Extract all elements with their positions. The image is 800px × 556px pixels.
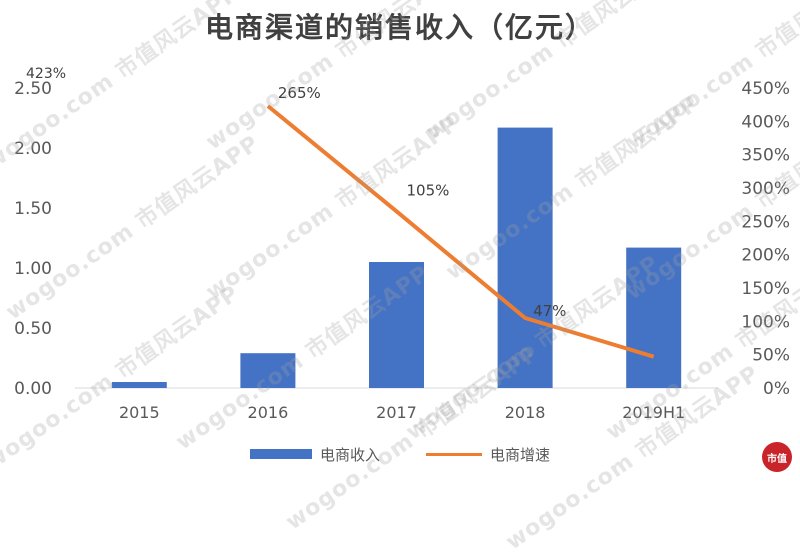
bar (626, 247, 682, 388)
right-tick-label: 400% (741, 112, 790, 132)
right-tick-label: 0% (763, 379, 790, 399)
growth-line (266, 104, 655, 359)
legend-label-line: 电商增速 (490, 445, 551, 464)
left-tick-label: 2.50 (14, 79, 52, 99)
category-label: 2015 (119, 403, 160, 422)
category-label: 2017 (376, 403, 417, 422)
right-axis-ticks: 0% 50% 100% 150% 200% 250% 300% 350% 400% 450% (741, 79, 790, 399)
bar (240, 353, 296, 388)
bar (369, 262, 424, 388)
category-label: 2016 (248, 403, 289, 422)
legend: 电商收入 电商增速 (0, 442, 800, 466)
legend-swatch-line (426, 452, 482, 456)
line-data-label: 105% (407, 181, 450, 199)
right-tick-label: 100% (741, 312, 790, 332)
left-tick-label: 1.50 (14, 199, 52, 219)
right-tick-label: 350% (741, 146, 790, 166)
right-tick-label: 450% (741, 79, 790, 99)
right-tick-label: 150% (741, 279, 790, 299)
left-axis-ticks: 0.00 0.50 1.00 1.50 2.00 2.50 (14, 79, 52, 399)
legend-item-bar: 电商收入 (249, 444, 380, 465)
line-data-label: 47% (533, 302, 566, 320)
legend-label-bar: 电商收入 (319, 445, 380, 464)
chart-title: 电商渠道的销售收入（亿元） (204, 11, 595, 44)
bar-series (111, 127, 682, 388)
line-data-labels: 265% 105% 47% 423% (26, 66, 566, 320)
right-tick-label: 50% (752, 346, 790, 366)
chart-canvas: 0.00 0.50 1.00 1.50 2.00 2.50 0% 50% 100% 150% 20… (14, 66, 790, 422)
category-labels: 2015 2016 2017 2018 2019H1 (119, 403, 685, 422)
left-tick-label: 2.00 (14, 139, 52, 159)
left-tick-label: 0.50 (14, 319, 52, 339)
category-label: 2019H1 (622, 403, 685, 422)
brand-stamp: 市值 (762, 442, 792, 472)
line-extra-label: 423% (26, 66, 66, 82)
bar (111, 382, 167, 388)
right-tick-label: 200% (741, 246, 790, 266)
category-label: 2018 (505, 403, 546, 422)
legend-item-line: 电商增速 (426, 444, 550, 465)
line-data-label: 265% (278, 84, 321, 102)
right-tick-label: 250% (741, 212, 790, 232)
right-tick-label: 300% (741, 179, 790, 199)
left-tick-label: 0.00 (14, 379, 52, 399)
legend-swatch-bar (249, 449, 312, 459)
bar (497, 127, 553, 388)
left-tick-label: 1.00 (14, 259, 52, 279)
